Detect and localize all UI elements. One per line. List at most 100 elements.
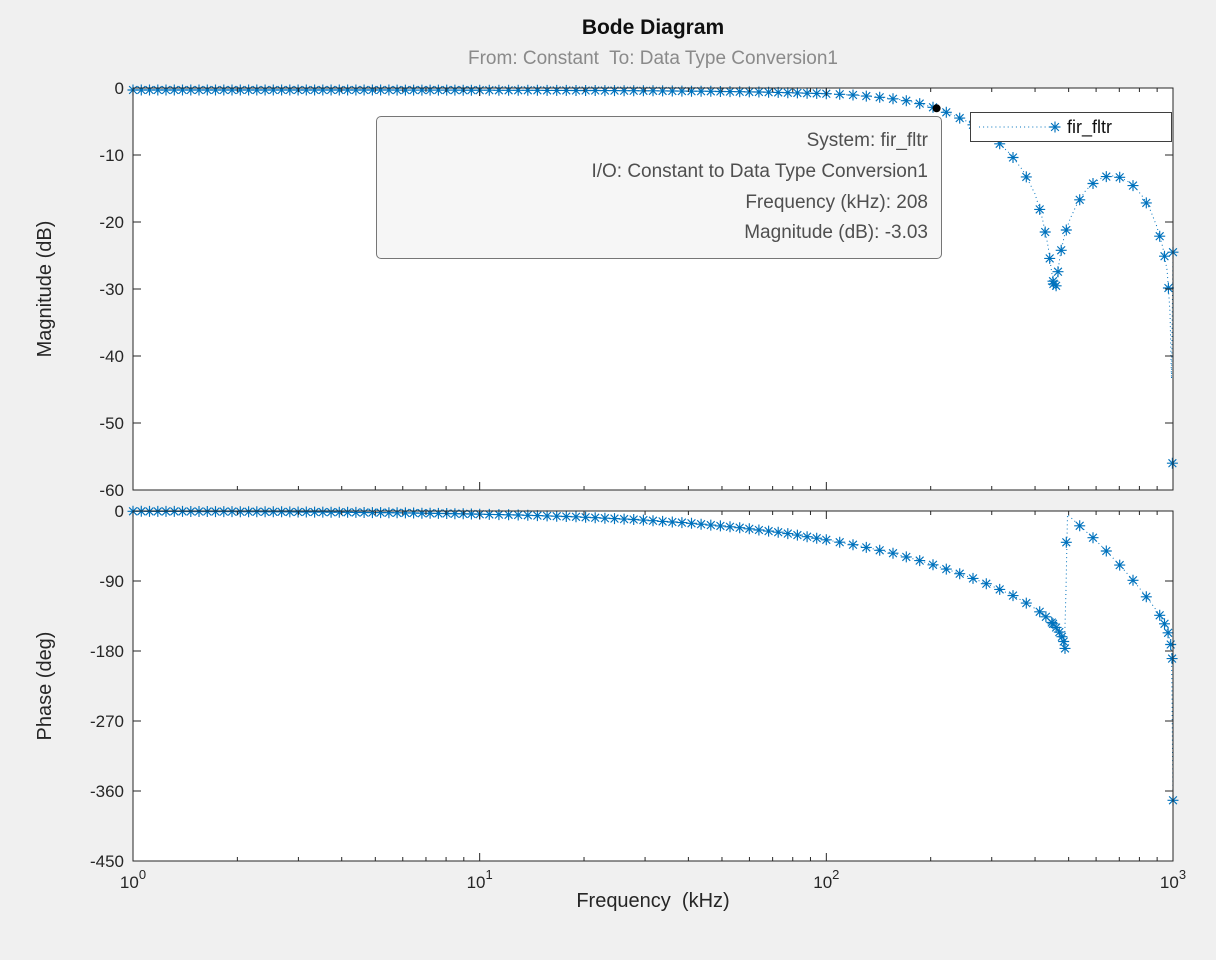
- y-tick-label: -60: [99, 481, 124, 500]
- asterisk-marker-icon: [860, 90, 872, 102]
- asterisk-marker-icon: [734, 86, 746, 98]
- asterisk-marker-icon: [811, 532, 823, 544]
- asterisk-marker-icon: [218, 84, 230, 96]
- asterisk-marker-icon: [772, 86, 784, 98]
- asterisk-marker-icon: [531, 510, 543, 522]
- asterisk-marker-icon: [465, 508, 477, 520]
- asterisk-marker-icon: [234, 84, 246, 96]
- asterisk-marker-icon: [300, 506, 312, 518]
- asterisk-marker-icon: [676, 85, 688, 97]
- asterisk-marker-icon: [705, 519, 717, 531]
- asterisk-marker-icon: [820, 534, 832, 546]
- asterisk-marker-icon: [1040, 611, 1052, 623]
- asterisk-marker-icon: [210, 506, 221, 518]
- asterisk-marker-icon: [1058, 636, 1070, 647]
- y-tick-label: 0: [115, 79, 124, 98]
- asterisk-marker-icon: [900, 95, 912, 107]
- asterisk-marker-icon: [177, 84, 188, 96]
- asterisk-marker-icon: [589, 512, 601, 524]
- asterisk-marker-icon: [609, 513, 620, 525]
- axes-frame: [132, 510, 1174, 862]
- asterisk-marker-icon: [1074, 520, 1086, 532]
- x-tick-label: 102: [813, 867, 839, 892]
- legend-line-sample-icon: [979, 121, 1061, 133]
- asterisk-marker-icon: [580, 511, 592, 523]
- asterisk-marker-icon: [782, 87, 794, 99]
- asterisk-marker-icon: [1166, 457, 1178, 469]
- asterisk-marker-icon: [847, 539, 859, 551]
- asterisk-marker-icon: [980, 578, 992, 590]
- tick-labels: 0 -10 -20 -30 -40 -50 -60: [99, 79, 124, 500]
- y-tick-label: -30: [99, 280, 124, 299]
- asterisk-marker-icon: [801, 87, 813, 99]
- asterisk-marker-icon: [185, 84, 197, 96]
- asterisk-marker-icon: [1114, 171, 1126, 183]
- asterisk-marker-icon: [1165, 639, 1177, 650]
- asterisk-marker-icon: [457, 508, 469, 520]
- asterisk-marker-icon: [408, 84, 420, 96]
- asterisk-marker-icon: [724, 521, 736, 533]
- asterisk-marker-icon: [457, 84, 469, 96]
- asterisk-marker-icon: [1154, 230, 1166, 242]
- asterisk-marker-icon: [1059, 642, 1071, 654]
- asterisk-marker-icon: [441, 508, 453, 519]
- asterisk-marker-icon: [366, 84, 378, 96]
- datatip-magnitude-line: Magnitude (dB): -3.03: [744, 222, 928, 244]
- asterisk-marker-icon: [135, 84, 147, 96]
- asterisk-marker-icon: [1060, 536, 1072, 548]
- asterisk-marker-icon: [350, 84, 362, 96]
- asterisk-marker-icon: [391, 507, 403, 519]
- asterisk-marker-icon: [560, 84, 572, 96]
- asterisk-marker-icon: [887, 93, 899, 105]
- asterisk-marker-icon: [834, 88, 846, 100]
- datatip-point-marker[interactable]: [932, 104, 941, 113]
- asterisk-marker-icon: [695, 518, 707, 530]
- y-tick-label: -450: [90, 852, 124, 871]
- datatip[interactable]: System: fir_fltr I/O: Constant to Data T…: [376, 116, 942, 260]
- asterisk-marker-icon: [887, 547, 899, 559]
- asterisk-marker-icon: [432, 507, 444, 519]
- frequency-axis-label: Frequency (kHz): [576, 890, 730, 912]
- asterisk-marker-icon: [251, 84, 263, 96]
- asterisk-marker-icon: [834, 536, 846, 548]
- asterisk-marker-icon: [1049, 121, 1061, 133]
- asterisk-marker-icon: [383, 507, 395, 519]
- asterisk-marker-icon: [1020, 597, 1032, 609]
- asterisk-marker-icon: [503, 509, 515, 521]
- asterisk-marker-icon: [860, 541, 872, 553]
- asterisk-marker-icon: [259, 506, 271, 518]
- asterisk-marker-icon: [416, 507, 428, 519]
- asterisk-marker-icon: [599, 512, 611, 524]
- asterisk-marker-icon: [940, 563, 952, 575]
- asterisk-marker-icon: [714, 86, 726, 97]
- asterisk-marker-icon: [210, 84, 221, 96]
- asterisk-marker-icon: [375, 84, 387, 96]
- asterisk-marker-icon: [325, 84, 337, 96]
- legend[interactable]: fir_fltr: [970, 112, 1172, 142]
- figure-title: Bode Diagram: [581, 16, 725, 39]
- asterisk-marker-icon: [1060, 224, 1072, 236]
- asterisk-marker-icon: [1050, 280, 1062, 292]
- asterisk-marker-icon: [226, 84, 238, 96]
- asterisk-marker-icon: [657, 85, 669, 97]
- asterisk-marker-icon: [628, 514, 640, 525]
- asterisk-marker-icon: [541, 84, 553, 96]
- asterisk-marker-icon: [686, 85, 697, 97]
- asterisk-marker-icon: [375, 507, 387, 519]
- asterisk-marker-icon: [424, 84, 436, 96]
- y-tick-label: -270: [90, 712, 124, 731]
- asterisk-marker-icon: [503, 84, 515, 96]
- asterisk-marker-icon: [551, 510, 563, 522]
- asterisk-marker-icon: [609, 85, 620, 97]
- asterisk-marker-icon: [432, 84, 444, 96]
- asterisk-marker-icon: [160, 84, 172, 96]
- asterisk-marker-icon: [1127, 180, 1139, 192]
- asterisk-marker-icon: [483, 84, 495, 96]
- asterisk-marker-icon: [657, 515, 669, 527]
- asterisk-marker-icon: [226, 506, 238, 518]
- asterisk-marker-icon: [1046, 617, 1058, 628]
- asterisk-marker-icon: [333, 84, 345, 96]
- asterisk-marker-icon: [772, 526, 784, 538]
- asterisk-marker-icon: [940, 106, 952, 118]
